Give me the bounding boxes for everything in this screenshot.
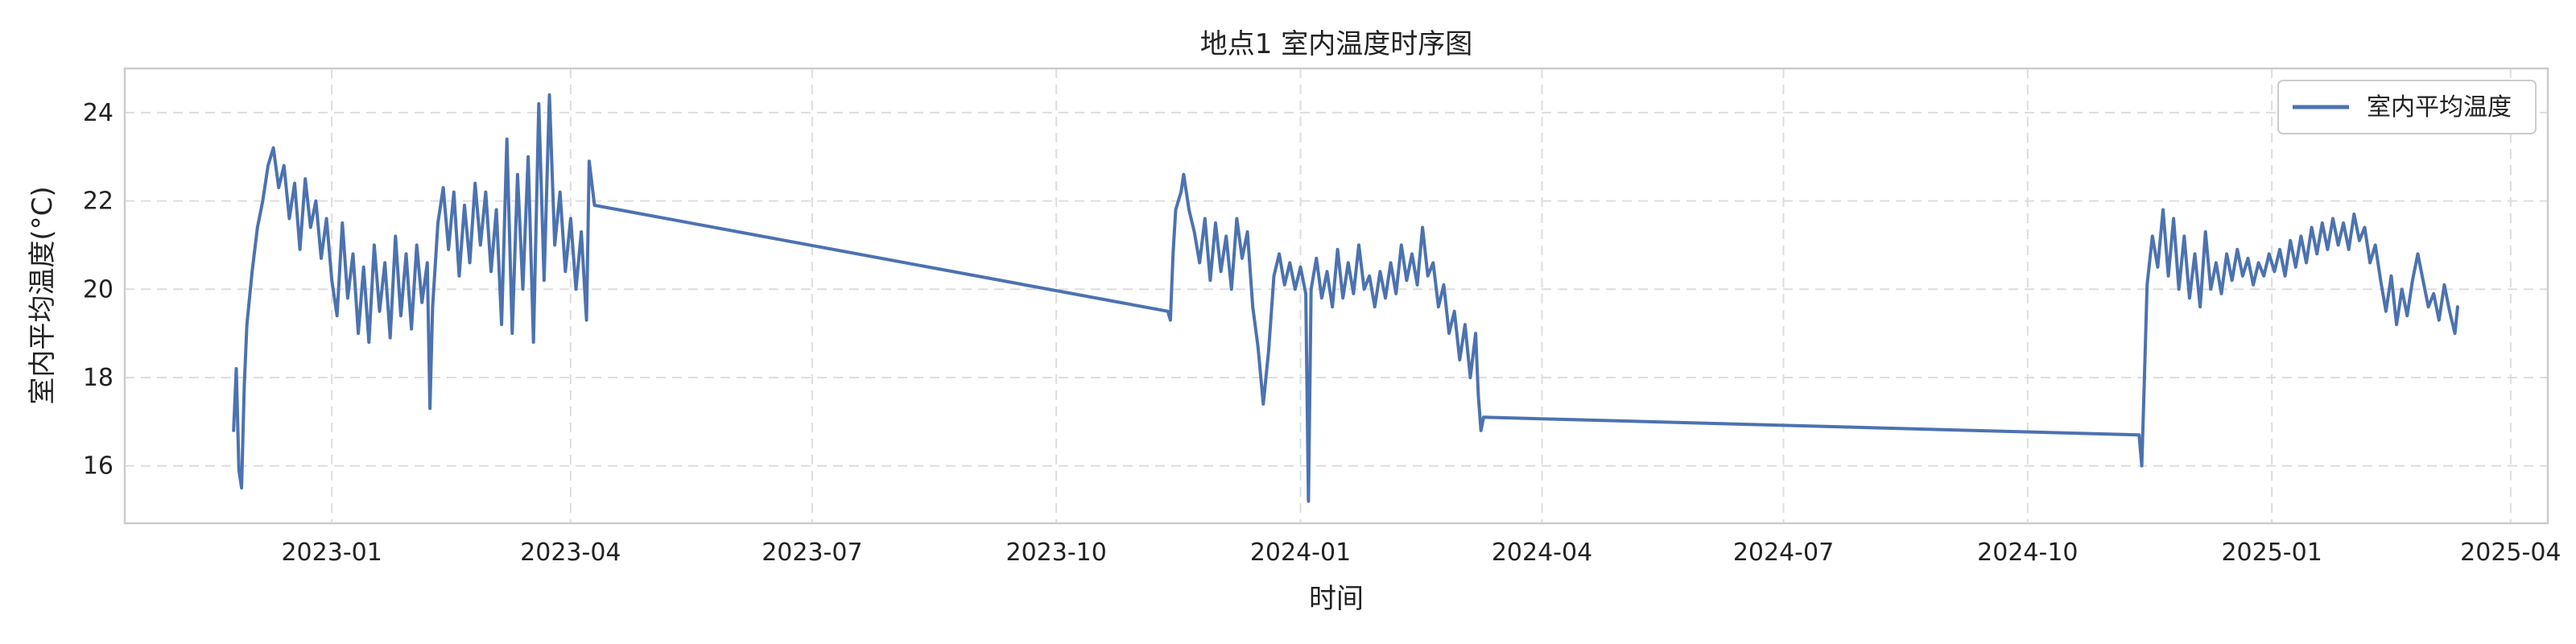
x-tick-label: 2024-01 (1250, 539, 1351, 567)
x-tick-label: 2024-10 (1977, 539, 2078, 567)
series-line (232, 93, 2459, 503)
y-tick-label: 24 (83, 99, 114, 127)
y-tick-label: 20 (83, 275, 114, 303)
series (232, 93, 2459, 503)
x-tick-label: 2023-07 (762, 539, 862, 567)
x-tick-label: 2024-04 (1492, 539, 1592, 567)
y-axis-ticks: 16 18 20 22 24 (83, 99, 114, 481)
x-tick-label: 2025-01 (2221, 539, 2322, 567)
legend-box (2277, 80, 2537, 134)
legend-entry: 室内平均温度 (2367, 93, 2512, 122)
y-tick-label: 16 (83, 452, 114, 481)
x-tick-label: 2023-04 (520, 539, 621, 567)
x-tick-label: 2023-01 (281, 539, 382, 567)
x-axis-label: 时间 (1309, 583, 1364, 615)
y-tick-label: 18 (83, 364, 114, 392)
chart-title: 地点1 室内温度时序图 (1200, 28, 1472, 60)
x-axis-ticks: 2023-01 2023-04 2023-07 2023-10 2024-01 2024-… (281, 539, 2561, 567)
legend: 室内平均温度 (2277, 80, 2537, 134)
plot-background (125, 68, 2548, 523)
x-tick-label: 2024-07 (1733, 539, 1834, 567)
x-tick-label: 2025-04 (2460, 539, 2561, 567)
y-axis-label: 室内平均温度(°C) (27, 186, 59, 404)
plot-frame (123, 67, 2549, 525)
x-tick-label: 2023-10 (1006, 539, 1107, 567)
y-tick-label: 22 (83, 188, 114, 216)
